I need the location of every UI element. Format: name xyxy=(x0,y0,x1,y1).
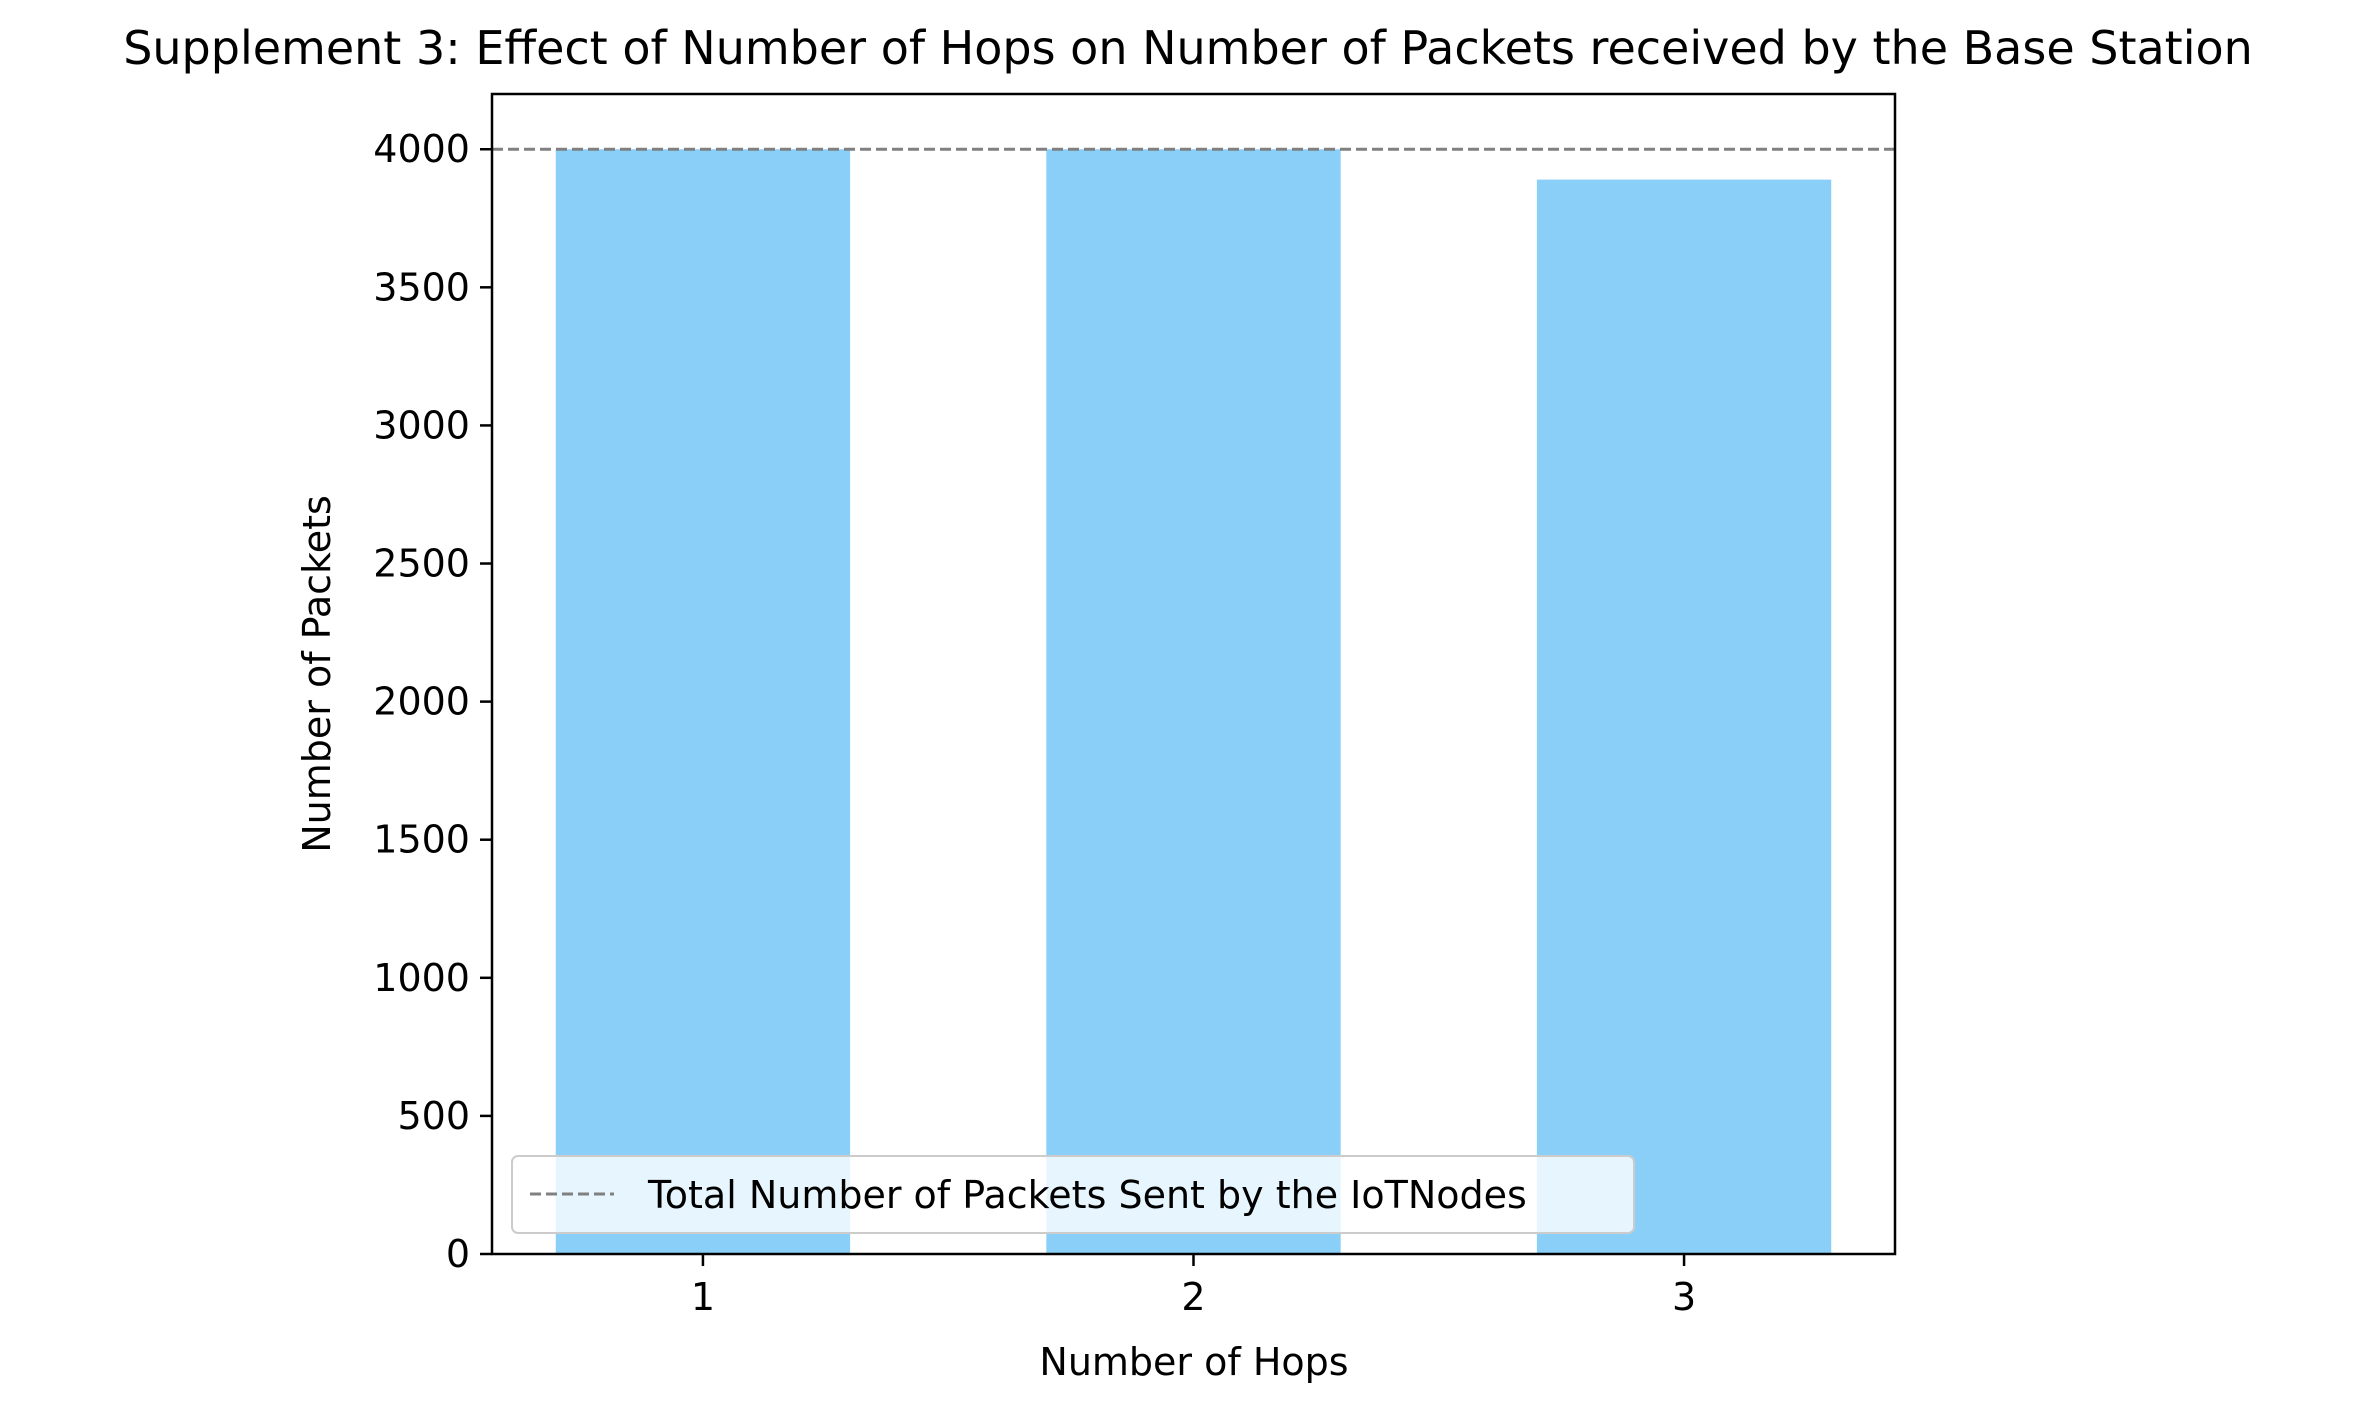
y-tick-label: 2500 xyxy=(373,542,470,586)
bar-hops-3 xyxy=(1536,179,1832,1255)
bar-hops-1 xyxy=(555,149,851,1255)
x-tick-label: 2 xyxy=(1181,1275,1205,1319)
bar-hops-2 xyxy=(1046,149,1341,1255)
y-tick-label: 2000 xyxy=(373,680,470,724)
y-axis-ticks: 0 500 1000 1500 2000 2500 3000 3500 4000 xyxy=(373,127,492,1276)
plot-frame xyxy=(490,92,1897,1256)
legend-box xyxy=(511,1155,1635,1234)
y-tick-label: 500 xyxy=(397,1094,470,1138)
x-tick-label: 3 xyxy=(1672,1275,1696,1319)
y-tick-label: 0 xyxy=(446,1232,470,1276)
y-tick-label: 3000 xyxy=(373,403,470,447)
y-tick-label: 4000 xyxy=(373,127,470,171)
y-tick-label: 3500 xyxy=(373,265,470,309)
bars-group xyxy=(555,149,1832,1255)
y-tick-label: 1000 xyxy=(373,956,470,1000)
legend: Total Number of Packets Sent by the IoTN… xyxy=(511,1155,1635,1234)
legend-label: Total Number of Packets Sent by the IoTN… xyxy=(647,1173,1527,1217)
y-tick-label: 1500 xyxy=(373,818,470,862)
x-axis-ticks: 1 2 3 xyxy=(691,1254,1696,1319)
x-axis-label: Number of Hops xyxy=(1039,1340,1348,1384)
x-tick-label: 1 xyxy=(691,1275,715,1319)
chart-title: Supplement 3: Effect of Number of Hops o… xyxy=(123,21,2253,75)
y-axis-label: Number of Packets xyxy=(295,495,339,853)
